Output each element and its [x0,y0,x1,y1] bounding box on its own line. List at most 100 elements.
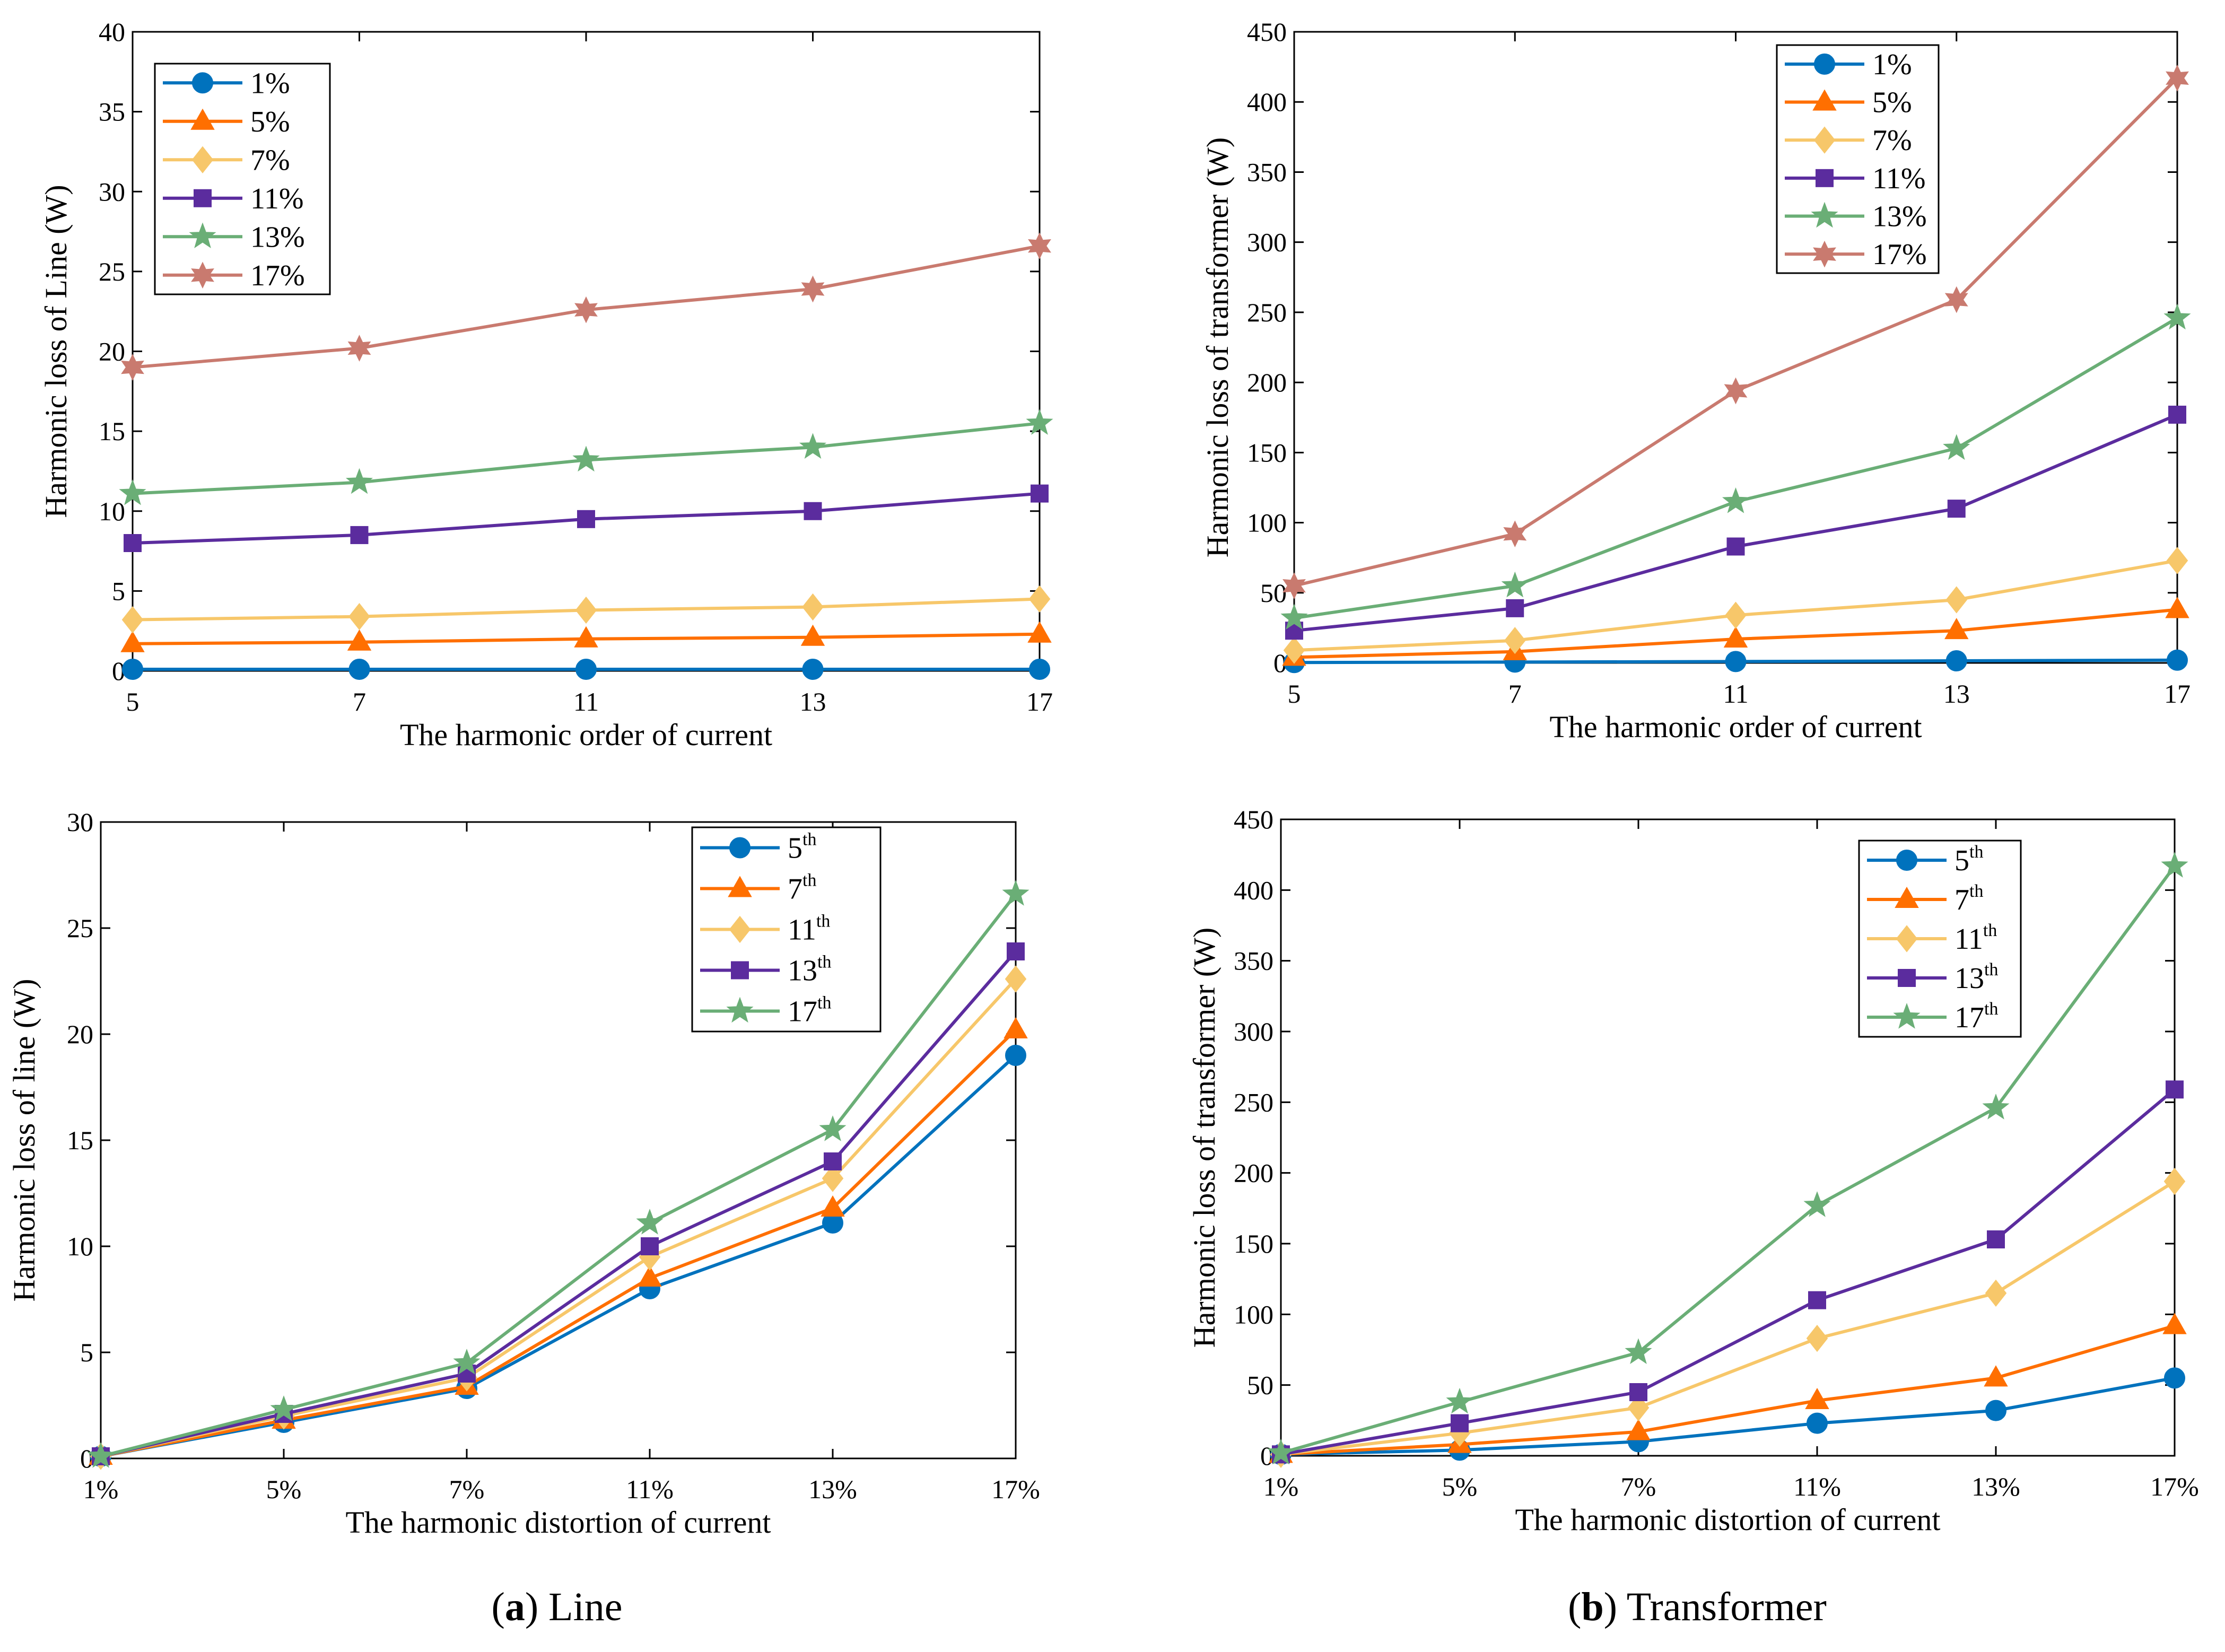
data-point [1627,1394,1650,1421]
data-point [1724,377,1748,405]
x-axis-label: The harmonic distortion of current [345,1505,771,1540]
legend-swatch-marker [1816,169,1834,187]
y-tick-label: 450 [1247,17,1287,47]
y-tick-label: 150 [1247,438,1287,467]
legend-swatch-marker [1814,53,1835,75]
y-axis-label: Harmonic loss of transformer (W) [1200,137,1235,557]
legend-swatch-marker [1813,240,1836,268]
legend-entry-label: 7% [1872,124,1912,157]
y-axis-label: Harmonic loss of line (W) [7,979,41,1302]
y-tick-label: 10 [99,496,125,526]
y-tick-label: 200 [1234,1158,1273,1188]
data-point [800,624,825,646]
data-point [1805,1387,1829,1409]
data-point [1501,571,1529,598]
data-point [453,1349,481,1375]
legend-entry-label: 5% [1872,86,1912,119]
x-tick-label: 1% [83,1474,119,1504]
x-tick-label: 17 [1026,687,1053,716]
caption-a-text: Line [548,1585,622,1629]
y-tick-label: 350 [1234,946,1273,976]
data-point [1944,618,1969,640]
series-line [100,1028,1017,1458]
data-point [2166,547,2188,574]
legend-entry-label: 1% [250,67,290,100]
legend-entry-label: 11th [1954,921,1997,956]
data-point [347,629,372,651]
series-17th [87,880,1029,1468]
y-axis-label: Harmonic loss of Line (W) [39,185,73,518]
data-point [1725,651,1747,672]
data-point [1446,1387,1473,1414]
legend-swatch-marker [1896,850,1917,871]
data-point [1283,636,1305,664]
legend-swatch-marker [729,915,751,943]
caption-b-text: Transformer [1627,1585,1827,1629]
legend-swatch-marker [1811,202,1838,228]
series-line [100,1054,1017,1458]
legend-entry-label: 11% [250,182,304,215]
data-point [1725,601,1747,629]
series-13% [119,409,1053,505]
data-point [1506,599,1524,617]
data-point [1807,1412,1828,1434]
y-tick-label: 250 [1247,298,1287,327]
data-point [124,534,142,552]
y-tick-label: 400 [1247,87,1287,117]
x-tick-label: 17% [2150,1472,2199,1501]
legend-entry-label: 13% [1872,200,1927,233]
legend-entry-label: 13th [1954,960,1998,995]
y-tick-label: 350 [1247,157,1287,187]
data-point [1280,604,1308,630]
data-point [1726,537,1745,556]
x-tick-label: 17% [991,1474,1040,1504]
data-point [1982,1094,2010,1120]
data-point [1005,965,1027,993]
caption-b-letter: b [1581,1585,1603,1629]
data-point [1504,627,1526,654]
data-point [641,1237,659,1255]
y-tick-label: 5 [80,1338,93,1367]
data-point [87,1442,115,1468]
y-tick-label: 30 [67,807,93,837]
data-point [2168,405,2186,424]
series-17th [1267,852,2188,1465]
series-line [1280,1324,2175,1456]
data-point [802,593,824,621]
legend: 5th 7th 11th 13th 17th [691,826,882,1033]
legend-entry-label: 17% [250,259,305,292]
y-tick-label: 150 [1234,1229,1273,1258]
legend-swatch-marker [1812,89,1837,111]
x-tick-label: 7 [353,687,366,716]
data-point [2161,852,2188,878]
legend-entry-label: 17th [1954,999,1998,1034]
data-point [574,296,598,324]
data-point [2162,1313,2187,1334]
legend-entry-label: 17th [788,993,831,1028]
data-point [1629,1383,1647,1401]
x-tick-label: 13% [1971,1472,2020,1501]
data-point [350,526,369,544]
data-point [1026,409,1053,435]
x-tick-label: 7 [1508,679,1522,709]
data-point [1029,658,1050,680]
data-point [801,275,825,303]
legend-entry-label: 13% [250,221,305,254]
legend-box [1776,44,1940,274]
data-point [2167,649,2188,671]
y-tick-label: 200 [1247,368,1287,397]
data-point [1803,1191,1831,1217]
legend-swatch-marker [191,261,214,289]
series-11% [1285,405,2186,640]
data-point [1031,484,1049,503]
data-point [804,502,822,520]
y-tick-label: 400 [1234,875,1273,905]
data-point [1004,1017,1028,1038]
data-point [822,1165,844,1192]
data-point [1503,520,1527,548]
series-11% [124,484,1049,552]
data-point [1947,500,1966,518]
plot-area-frame [1280,818,2176,1457]
